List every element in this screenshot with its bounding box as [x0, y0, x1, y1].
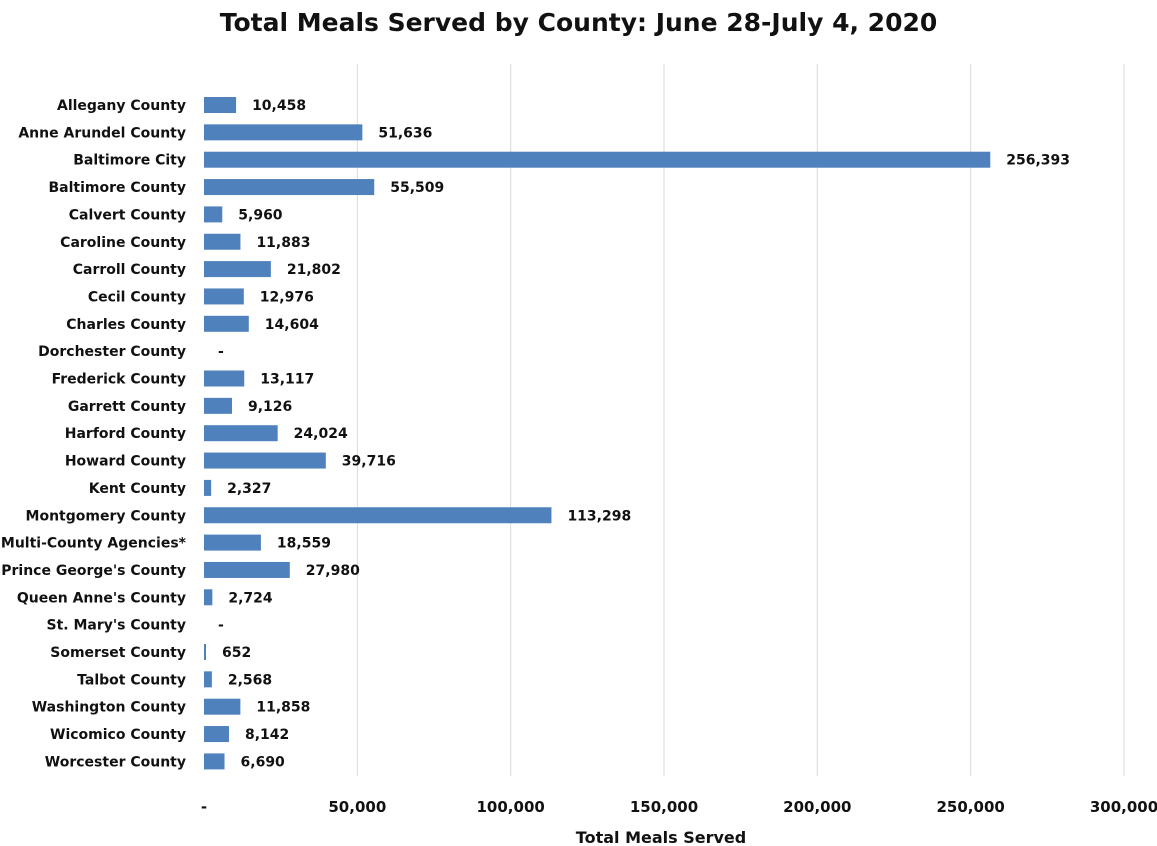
data-label: 12,976 [260, 289, 314, 305]
bar [204, 97, 237, 113]
bar [204, 561, 290, 578]
bar [204, 233, 241, 250]
data-label: 24,024 [294, 426, 348, 442]
bar [204, 507, 552, 524]
data-label: 8,142 [245, 727, 289, 743]
data-label: 2,568 [228, 672, 272, 688]
bar [204, 452, 326, 469]
category-label: Prince George's County [1, 563, 186, 579]
data-label: 27,980 [306, 563, 360, 579]
category-label: Montgomery County [26, 508, 186, 524]
category-label: Wicomico County [50, 727, 186, 743]
data-label: 21,802 [287, 262, 341, 278]
bar [204, 206, 223, 223]
bar [204, 698, 241, 715]
category-label: St. Mary's County [46, 618, 186, 634]
bar [204, 397, 232, 414]
data-label: 6,690 [241, 754, 286, 770]
category-label: Harford County [65, 426, 186, 442]
x-tick-label: 250,000 [937, 798, 1005, 816]
bar [204, 726, 229, 743]
data-label: - [218, 618, 224, 634]
x-tick-label: 200,000 [783, 798, 851, 816]
bar [204, 753, 225, 770]
bar [204, 261, 271, 278]
data-label: 14,604 [265, 317, 319, 333]
data-label: 2,724 [228, 590, 273, 606]
bar [204, 151, 991, 168]
bar [204, 534, 261, 551]
data-label: 18,559 [277, 536, 331, 552]
bar [204, 425, 278, 442]
category-labels: Allegany County Anne Arundel County Baltim… [1, 98, 187, 770]
data-label: 10,458 [252, 98, 306, 114]
category-label: Dorchester County [38, 344, 186, 360]
category-label: Anne Arundel County [18, 125, 186, 141]
x-tick-label: 150,000 [630, 798, 698, 816]
data-label: 51,636 [378, 125, 432, 141]
data-label: - [218, 344, 224, 360]
data-label: 55,509 [390, 180, 444, 196]
bar [204, 479, 212, 496]
x-axis-title: Total Meals Served [576, 828, 746, 846]
category-label: Calvert County [69, 207, 186, 223]
category-label: Carroll County [73, 262, 186, 278]
data-label: 256,393 [1006, 153, 1070, 169]
gridlines [356, 64, 1125, 776]
category-label: Garrett County [68, 399, 186, 415]
category-label: Baltimore County [48, 180, 186, 196]
bar [204, 315, 249, 332]
category-label: Caroline County [60, 235, 186, 251]
x-tick-label: - [201, 798, 207, 816]
bar [204, 370, 245, 387]
category-label: Howard County [65, 454, 186, 470]
data-label: 11,883 [256, 235, 310, 251]
data-label: 13,117 [260, 372, 314, 388]
category-label: Worcester County [45, 754, 186, 770]
data-label: 652 [222, 645, 251, 661]
data-label: 113,298 [567, 508, 631, 524]
category-label: Charles County [66, 317, 186, 333]
category-label: Somerset County [50, 645, 186, 661]
bar [204, 671, 212, 688]
category-label: Multi-County Agencies* [1, 536, 187, 552]
data-label: 11,858 [256, 700, 310, 716]
bar [204, 589, 213, 606]
bar [204, 644, 206, 660]
category-label: Talbot County [77, 672, 186, 688]
bars [204, 97, 991, 770]
data-label: 9,126 [248, 399, 292, 415]
x-tick-label: 100,000 [477, 798, 545, 816]
bar [204, 124, 363, 141]
x-axis-ticks: - 50,000 100,000 150,000 200,000 250,000 300,0… [201, 798, 1157, 816]
category-label: Frederick County [52, 372, 186, 388]
category-label: Queen Anne's County [17, 590, 186, 606]
bar [204, 288, 244, 305]
category-label: Kent County [89, 481, 186, 497]
x-tick-label: 50,000 [328, 798, 386, 816]
data-labels: 10,458 51,636 256,393 55,509 5,960 11,883 21,8… [218, 98, 1070, 770]
x-tick-label: 300,000 [1090, 798, 1157, 816]
data-label: 2,327 [227, 481, 271, 497]
bar [204, 179, 375, 196]
category-label: Allegany County [57, 98, 186, 114]
category-label: Cecil County [88, 289, 186, 305]
category-label: Washington County [32, 700, 186, 716]
category-label: Baltimore City [73, 153, 186, 169]
data-label: 39,716 [342, 454, 396, 470]
data-label: 5,960 [238, 207, 283, 223]
chart-title: Total Meals Served by County: June 28-Ju… [219, 8, 938, 37]
